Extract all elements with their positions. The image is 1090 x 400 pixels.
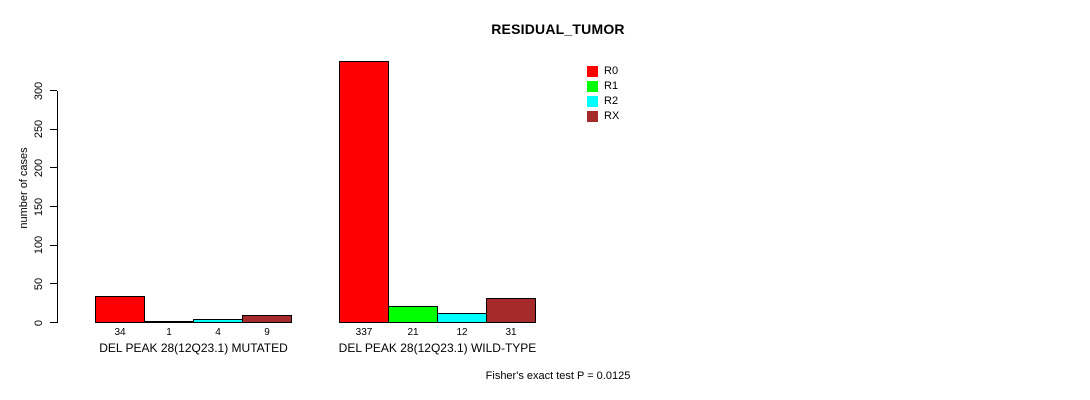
bar-rx-wild-type	[486, 298, 536, 323]
y-axis-tick	[50, 322, 57, 323]
bar-value-label: 34	[114, 327, 126, 338]
y-axis-tick-label: 300	[33, 81, 45, 100]
legend-label-r2: R2	[604, 95, 619, 107]
bar-r1-wild-type	[388, 306, 438, 323]
bar-r1-mutated	[144, 321, 194, 323]
group-label-mutated: DEL PEAK 28(12Q23.1) MUTATED	[99, 341, 288, 355]
y-axis-tick-label: 250	[33, 119, 45, 139]
y-axis-tick	[50, 90, 57, 91]
bar-rx-mutated	[242, 315, 292, 323]
legend-swatch-rx	[587, 111, 598, 122]
legend-item-r2: R2	[587, 96, 619, 107]
y-axis-tick	[50, 206, 57, 207]
y-axis-tick-label: 0	[33, 319, 45, 326]
bar-r2-wild-type	[437, 313, 487, 323]
bar-r0-wild-type	[339, 61, 389, 323]
bar-r2-mutated	[193, 319, 243, 323]
bar-value-label: 12	[456, 327, 468, 338]
chart-title: RESIDUAL_TUMOR	[491, 21, 625, 37]
legend: R0 R1 R2 RX	[587, 66, 619, 126]
legend-item-r0: R0	[587, 66, 619, 77]
bar-value-label: 31	[505, 327, 517, 338]
legend-label-r1: R1	[604, 80, 619, 92]
legend-label-r0: R0	[604, 65, 619, 77]
bar-value-label: 4	[215, 327, 221, 338]
y-axis-tick	[50, 244, 57, 246]
legend-swatch-r2	[587, 96, 598, 107]
bar-r0-mutated	[95, 296, 145, 323]
y-axis-line	[57, 90, 58, 323]
bar-value-label: 21	[407, 327, 419, 338]
annotation-fisher-test: Fisher's exact test P = 0.0125	[485, 370, 631, 382]
y-axis-tick	[50, 167, 57, 169]
y-axis-tick-label: 150	[33, 197, 45, 216]
legend-item-r1: R1	[587, 81, 619, 92]
bar-value-label: 337	[355, 327, 373, 338]
legend-swatch-r1	[587, 81, 598, 92]
y-axis-tick-label: 50	[33, 277, 45, 290]
bar-value-label: 9	[264, 327, 270, 338]
group-label-wild-type: DEL PEAK 28(12Q23.1) WILD-TYPE	[338, 341, 537, 355]
y-axis-tick	[50, 128, 57, 130]
y-axis-tick-label: 200	[33, 158, 45, 178]
legend-swatch-r0	[587, 66, 598, 77]
y-axis-tick-label: 100	[33, 235, 45, 255]
y-axis-tick	[50, 283, 57, 285]
legend-label-rx: RX	[604, 110, 620, 122]
bar-value-label: 1	[166, 327, 172, 338]
legend-item-rx: RX	[587, 111, 619, 122]
